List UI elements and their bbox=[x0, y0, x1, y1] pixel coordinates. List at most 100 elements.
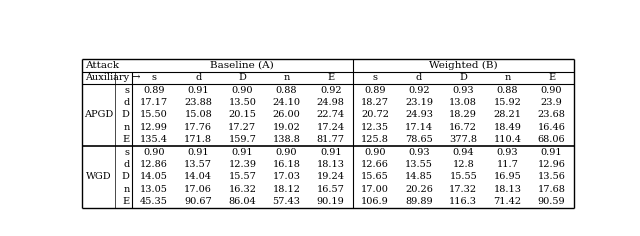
Text: 159.7: 159.7 bbox=[228, 135, 256, 144]
Text: 16.72: 16.72 bbox=[449, 123, 477, 132]
Text: 17.68: 17.68 bbox=[538, 185, 566, 194]
Text: E: E bbox=[122, 135, 129, 144]
Text: E: E bbox=[122, 197, 129, 206]
Text: 13.08: 13.08 bbox=[449, 98, 477, 107]
Text: 68.06: 68.06 bbox=[538, 135, 565, 144]
Text: 377.8: 377.8 bbox=[449, 135, 477, 144]
Text: n: n bbox=[124, 123, 129, 132]
Text: 15.08: 15.08 bbox=[184, 110, 212, 119]
Text: 13.50: 13.50 bbox=[228, 98, 256, 107]
Text: 16.18: 16.18 bbox=[273, 160, 300, 169]
Text: 16.95: 16.95 bbox=[493, 172, 522, 181]
Text: n: n bbox=[124, 185, 129, 194]
Text: 45.35: 45.35 bbox=[140, 197, 168, 206]
Text: D: D bbox=[239, 73, 246, 82]
Text: 15.55: 15.55 bbox=[449, 172, 477, 181]
Text: E: E bbox=[327, 73, 334, 82]
Text: 138.8: 138.8 bbox=[273, 135, 300, 144]
Text: D: D bbox=[122, 172, 129, 181]
Text: 0.94: 0.94 bbox=[452, 148, 474, 156]
Text: 18.12: 18.12 bbox=[273, 185, 301, 194]
Text: 17.17: 17.17 bbox=[140, 98, 168, 107]
Text: d: d bbox=[416, 73, 422, 82]
Text: 0.89: 0.89 bbox=[143, 86, 164, 95]
Text: 0.91: 0.91 bbox=[188, 148, 209, 156]
Text: 20.26: 20.26 bbox=[405, 185, 433, 194]
Text: APGD: APGD bbox=[84, 110, 113, 119]
Text: 12.35: 12.35 bbox=[361, 123, 389, 132]
Text: 14.05: 14.05 bbox=[140, 172, 168, 181]
Text: 19.24: 19.24 bbox=[317, 172, 345, 181]
Text: 13.57: 13.57 bbox=[184, 160, 212, 169]
Text: 71.42: 71.42 bbox=[493, 197, 522, 206]
Text: 12.99: 12.99 bbox=[140, 123, 168, 132]
Text: 0.88: 0.88 bbox=[497, 86, 518, 95]
Text: 18.13: 18.13 bbox=[493, 185, 522, 194]
Text: 18.49: 18.49 bbox=[493, 123, 522, 132]
Text: d: d bbox=[124, 98, 129, 107]
Text: 16.32: 16.32 bbox=[228, 185, 257, 194]
Text: 22.74: 22.74 bbox=[317, 110, 345, 119]
Text: 23.9: 23.9 bbox=[541, 98, 563, 107]
Text: 18.29: 18.29 bbox=[449, 110, 477, 119]
Text: 171.8: 171.8 bbox=[184, 135, 212, 144]
Text: n: n bbox=[284, 73, 290, 82]
Text: 18.13: 18.13 bbox=[317, 160, 345, 169]
Text: 17.32: 17.32 bbox=[449, 185, 477, 194]
Text: 110.4: 110.4 bbox=[493, 135, 522, 144]
Text: 15.92: 15.92 bbox=[493, 98, 522, 107]
Text: s: s bbox=[125, 148, 129, 156]
Text: 17.06: 17.06 bbox=[184, 185, 212, 194]
Text: 135.4: 135.4 bbox=[140, 135, 168, 144]
Text: Weighted (B): Weighted (B) bbox=[429, 61, 497, 70]
Text: 15.50: 15.50 bbox=[140, 110, 168, 119]
Text: 23.88: 23.88 bbox=[184, 98, 212, 107]
Text: 0.91: 0.91 bbox=[188, 86, 209, 95]
Text: 106.9: 106.9 bbox=[361, 197, 388, 206]
Text: 13.05: 13.05 bbox=[140, 185, 168, 194]
Text: 125.8: 125.8 bbox=[361, 135, 389, 144]
Text: Attack: Attack bbox=[84, 61, 118, 70]
Text: WGD: WGD bbox=[86, 172, 111, 181]
Text: E: E bbox=[548, 73, 555, 82]
Text: 86.04: 86.04 bbox=[228, 197, 256, 206]
Text: 13.55: 13.55 bbox=[405, 160, 433, 169]
Text: 28.21: 28.21 bbox=[493, 110, 522, 119]
Text: 0.88: 0.88 bbox=[276, 86, 298, 95]
Text: 0.90: 0.90 bbox=[232, 86, 253, 95]
Text: Baseline (A): Baseline (A) bbox=[211, 61, 274, 70]
Text: 0.91: 0.91 bbox=[320, 148, 342, 156]
Text: 12.96: 12.96 bbox=[538, 160, 566, 169]
Text: 12.8: 12.8 bbox=[452, 160, 474, 169]
Text: 17.27: 17.27 bbox=[228, 123, 257, 132]
Text: 81.77: 81.77 bbox=[317, 135, 345, 144]
Text: s: s bbox=[125, 86, 129, 95]
Text: 0.92: 0.92 bbox=[320, 86, 342, 95]
Text: d: d bbox=[195, 73, 202, 82]
Text: 90.67: 90.67 bbox=[184, 197, 212, 206]
Text: d: d bbox=[124, 160, 129, 169]
Text: 26.00: 26.00 bbox=[273, 110, 300, 119]
Text: 14.04: 14.04 bbox=[184, 172, 212, 181]
Text: 16.57: 16.57 bbox=[317, 185, 345, 194]
Text: 78.65: 78.65 bbox=[405, 135, 433, 144]
Text: 13.56: 13.56 bbox=[538, 172, 566, 181]
Text: 90.59: 90.59 bbox=[538, 197, 565, 206]
Text: 17.00: 17.00 bbox=[361, 185, 389, 194]
Text: 17.76: 17.76 bbox=[184, 123, 212, 132]
Text: D: D bbox=[122, 110, 129, 119]
Text: 0.89: 0.89 bbox=[364, 86, 386, 95]
Text: 23.19: 23.19 bbox=[405, 98, 433, 107]
Text: 90.19: 90.19 bbox=[317, 197, 344, 206]
Text: 0.90: 0.90 bbox=[541, 86, 563, 95]
Text: 0.91: 0.91 bbox=[232, 148, 253, 156]
Text: 16.46: 16.46 bbox=[538, 123, 566, 132]
Text: Auxiliary →: Auxiliary → bbox=[84, 73, 140, 82]
Text: 0.92: 0.92 bbox=[408, 86, 430, 95]
Text: 12.86: 12.86 bbox=[140, 160, 168, 169]
Text: 14.85: 14.85 bbox=[405, 172, 433, 181]
Text: s: s bbox=[372, 73, 378, 82]
Text: 15.57: 15.57 bbox=[228, 172, 256, 181]
Text: 57.43: 57.43 bbox=[273, 197, 301, 206]
Text: 18.27: 18.27 bbox=[361, 98, 389, 107]
